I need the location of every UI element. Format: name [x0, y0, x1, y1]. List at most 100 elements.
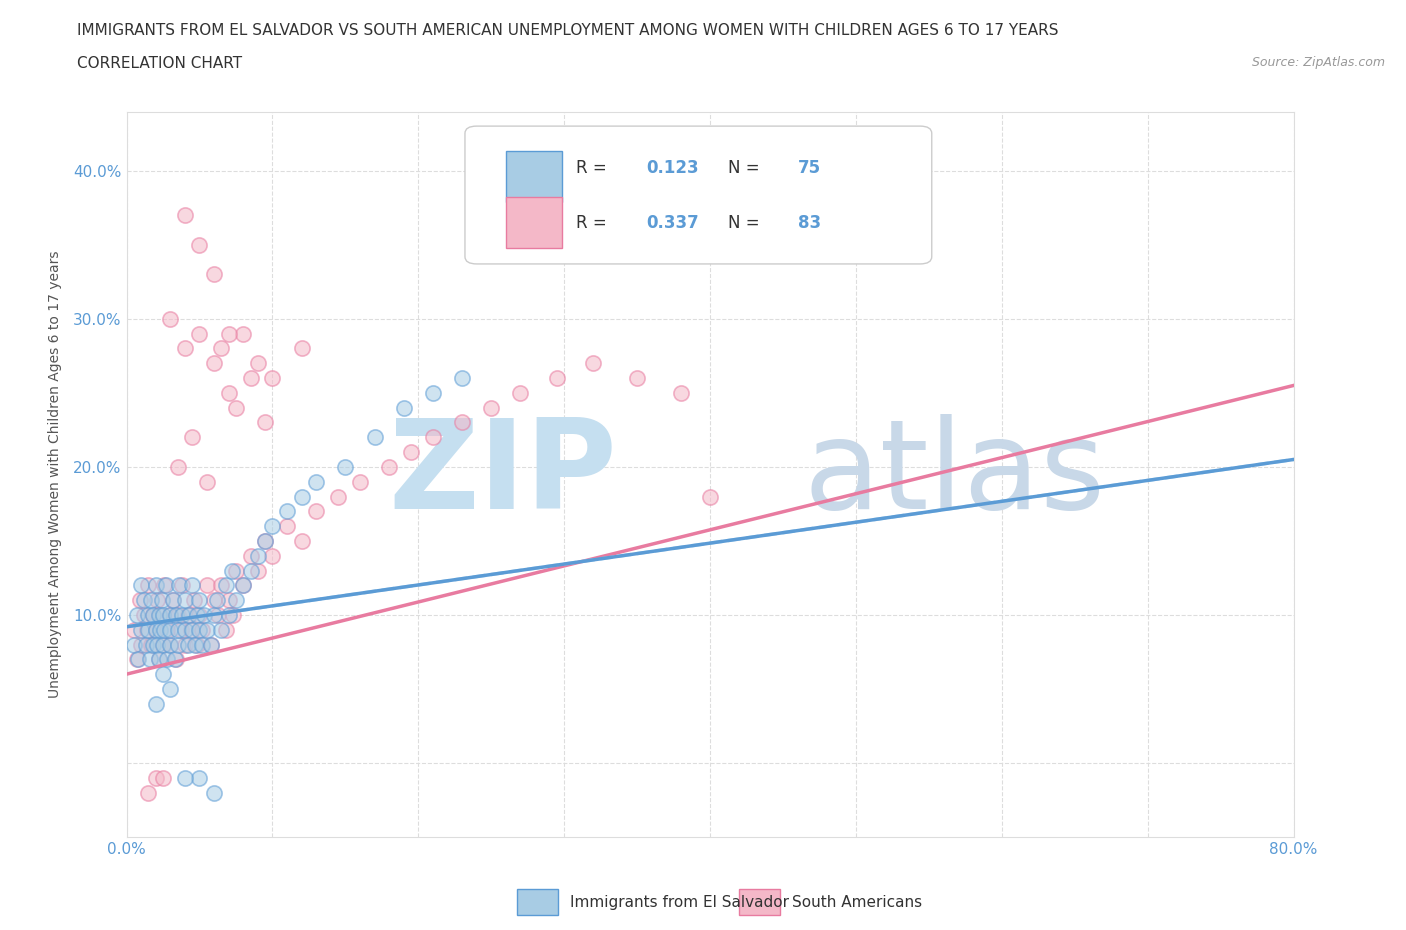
Point — [149, 622, 172, 637]
Point — [138, 785, 160, 800]
Point — [246, 356, 269, 371]
Point — [145, 622, 167, 637]
Point — [138, 578, 160, 592]
Point — [262, 549, 284, 564]
Point — [141, 592, 163, 607]
Bar — [506, 197, 562, 248]
Text: 83: 83 — [797, 214, 821, 232]
Point — [132, 607, 155, 622]
Point — [218, 592, 240, 607]
Point — [218, 607, 240, 622]
Point — [125, 607, 148, 622]
Point — [174, 637, 197, 652]
Point — [141, 637, 163, 652]
Point — [200, 637, 222, 652]
Point — [159, 682, 181, 697]
Point — [378, 459, 401, 474]
Text: Source: ZipAtlas.com: Source: ZipAtlas.com — [1251, 56, 1385, 69]
Point — [163, 652, 186, 667]
Point — [254, 534, 277, 549]
Point — [699, 489, 721, 504]
Point — [153, 578, 176, 592]
Point — [225, 563, 247, 578]
Point — [142, 607, 165, 622]
Point — [179, 607, 201, 622]
Text: N =: N = — [727, 214, 765, 232]
Point — [159, 637, 181, 652]
Point — [218, 326, 240, 341]
Point — [184, 637, 207, 652]
Point — [177, 607, 200, 622]
Point — [326, 489, 349, 504]
Point — [132, 592, 155, 607]
Point — [202, 267, 225, 282]
Point — [546, 371, 568, 386]
Point — [209, 341, 232, 356]
Point — [209, 578, 232, 592]
Point — [167, 578, 190, 592]
Point — [146, 637, 169, 652]
Point — [156, 622, 179, 637]
Point — [422, 385, 444, 400]
Text: R =: R = — [576, 214, 612, 232]
Point — [399, 445, 422, 459]
Point — [138, 607, 160, 622]
Point — [305, 504, 328, 519]
Point — [215, 622, 238, 637]
Point — [159, 312, 181, 326]
Point — [246, 563, 269, 578]
Point — [276, 504, 298, 519]
Point — [188, 592, 211, 607]
Bar — [506, 152, 562, 203]
Point — [392, 400, 415, 415]
Point — [139, 652, 162, 667]
Text: 0.337: 0.337 — [645, 214, 699, 232]
Point — [451, 371, 474, 386]
Point — [145, 697, 167, 711]
Point — [148, 607, 170, 622]
Point — [218, 385, 240, 400]
Point — [129, 622, 152, 637]
Point — [152, 607, 174, 622]
Bar — [517, 889, 558, 915]
Point — [155, 578, 177, 592]
Point — [202, 607, 225, 622]
Text: N =: N = — [727, 159, 765, 178]
Text: 0.123: 0.123 — [645, 159, 699, 178]
Point — [335, 459, 357, 474]
Point — [181, 430, 204, 445]
Point — [232, 578, 254, 592]
Point — [142, 637, 165, 652]
Text: ZIP: ZIP — [388, 414, 617, 535]
Point — [195, 578, 218, 592]
Point — [290, 489, 312, 504]
Point — [276, 519, 298, 534]
Point — [246, 549, 269, 564]
Point — [195, 474, 218, 489]
Point — [177, 637, 200, 652]
Point — [202, 592, 225, 607]
Point — [202, 356, 225, 371]
Point — [159, 607, 181, 622]
Point — [152, 667, 174, 682]
Point — [188, 237, 211, 252]
Point — [188, 326, 211, 341]
Point — [128, 592, 150, 607]
Point — [225, 592, 247, 607]
Text: CORRELATION CHART: CORRELATION CHART — [77, 56, 242, 71]
Point — [129, 637, 152, 652]
Point — [174, 770, 197, 785]
Point — [188, 770, 211, 785]
Point — [138, 622, 160, 637]
Point — [451, 415, 474, 430]
Text: atlas: atlas — [803, 414, 1105, 535]
Text: South Americans: South Americans — [792, 895, 922, 910]
Point — [188, 607, 211, 622]
Point — [152, 770, 174, 785]
Point — [262, 371, 284, 386]
Point — [221, 563, 243, 578]
Text: IMMIGRANTS FROM EL SALVADOR VS SOUTH AMERICAN UNEMPLOYMENT AMONG WOMEN WITH CHIL: IMMIGRANTS FROM EL SALVADOR VS SOUTH AME… — [77, 23, 1059, 38]
Point — [152, 637, 174, 652]
Point — [142, 607, 165, 622]
Point — [215, 578, 238, 592]
